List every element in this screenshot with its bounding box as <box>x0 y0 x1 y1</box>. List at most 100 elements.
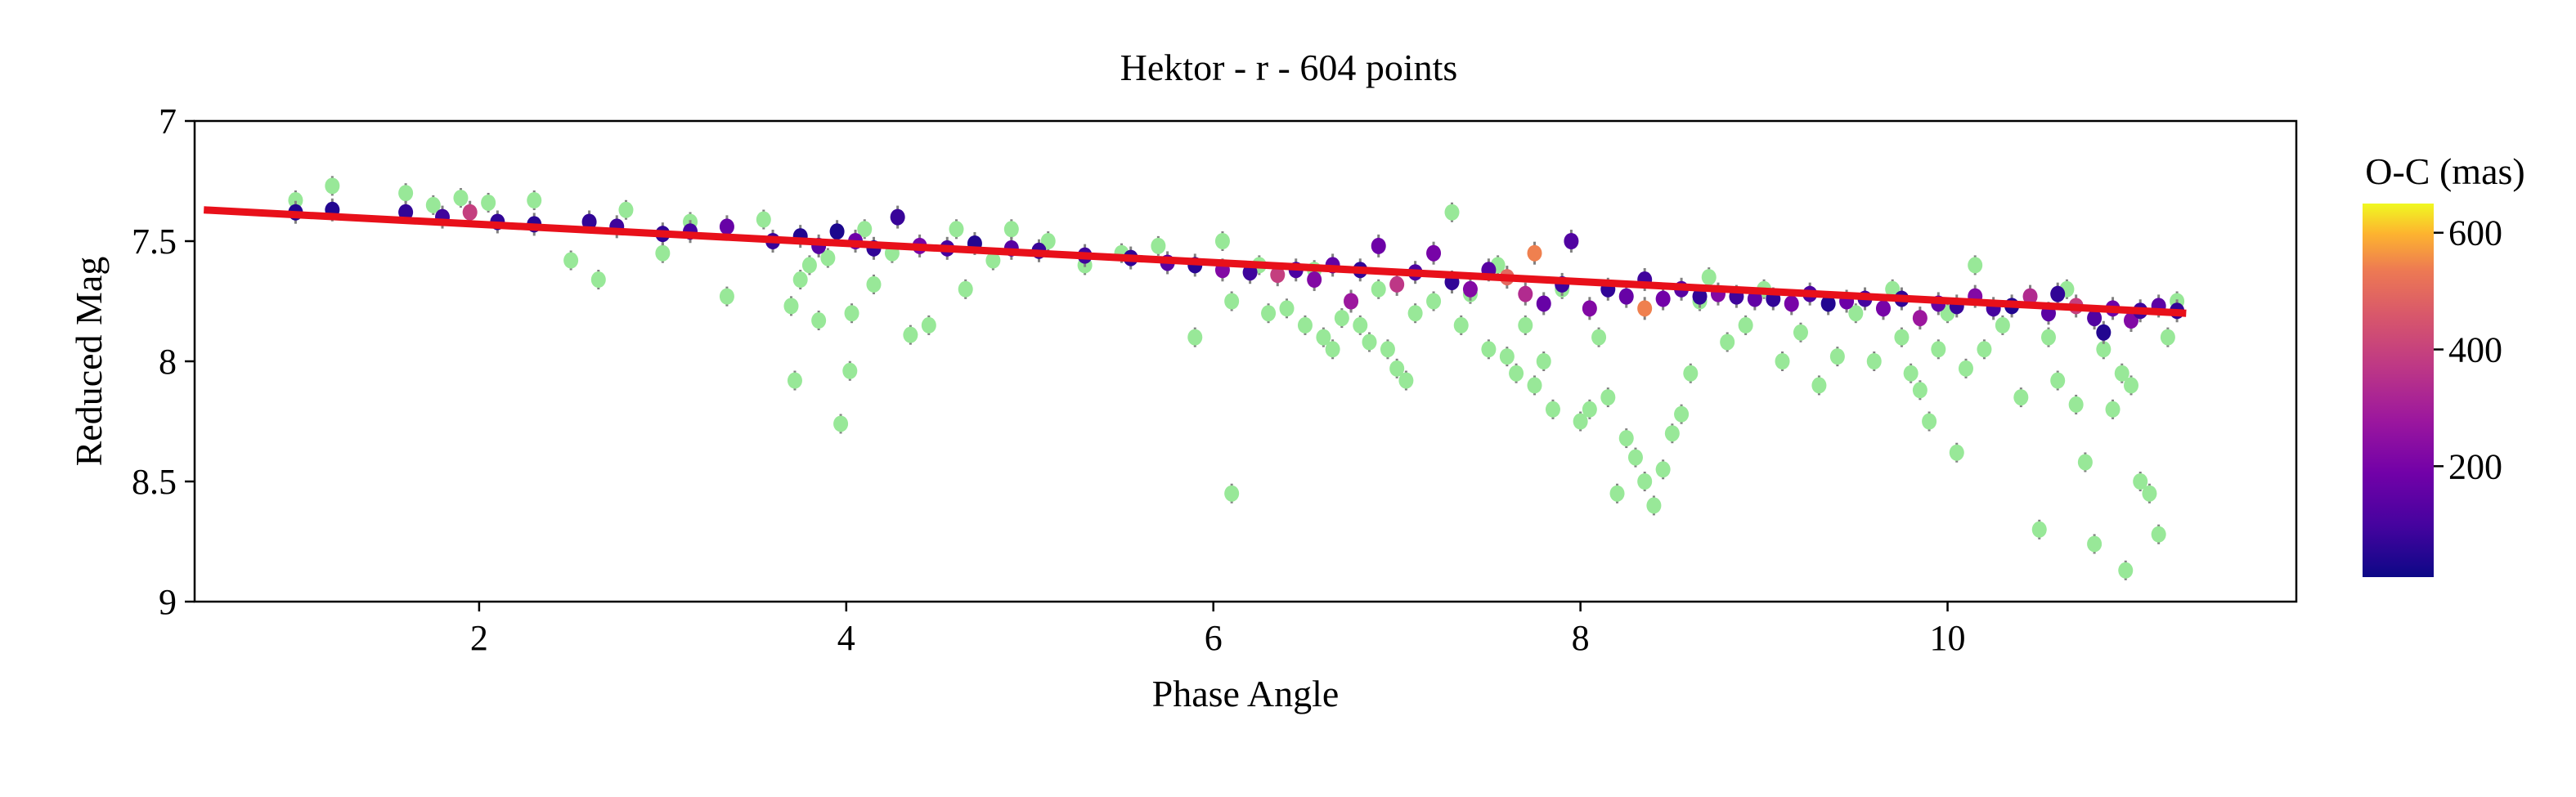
outlier-point <box>1545 401 1560 418</box>
outlier-point <box>2133 473 2148 490</box>
data-point <box>1371 237 1386 254</box>
outlier-point <box>1453 316 1469 334</box>
outlier-point <box>1224 485 1240 502</box>
outlier-point <box>792 271 808 289</box>
outlier-point <box>1912 382 1928 399</box>
outlier-point <box>1151 237 1166 254</box>
data-point <box>1820 295 1836 312</box>
outlier-point <box>2151 526 2166 543</box>
outlier-point <box>756 211 771 228</box>
outlier-point <box>1775 353 1790 369</box>
outlier-point <box>2096 341 2112 358</box>
outlier-point <box>1591 329 1607 346</box>
outlier-point <box>1848 305 1864 322</box>
outlier-point <box>1334 310 1349 327</box>
outlier-point <box>1811 377 1827 394</box>
data-point <box>1462 280 1478 298</box>
x-tick-label: 2 <box>470 618 488 658</box>
plot-frame <box>193 119 2298 603</box>
x-tick-label: 6 <box>1205 618 1223 658</box>
outlier-point <box>1362 334 1377 351</box>
colorbar-gradient <box>2363 204 2434 577</box>
data-point <box>2022 288 2038 305</box>
outlier-point <box>1325 341 1340 358</box>
data-point <box>462 204 478 221</box>
outlier-point <box>833 415 849 432</box>
y-tick-label: 9 <box>159 582 177 622</box>
outlier-point <box>1353 316 1368 334</box>
x-tick-label: 4 <box>837 618 855 658</box>
colorbar-tick-label: 200 <box>2448 446 2502 486</box>
outlier-point <box>1968 257 1983 274</box>
outlier-point <box>1003 221 1019 238</box>
outlier-point <box>1674 405 1690 423</box>
outlier-point <box>921 316 936 334</box>
outlier-point <box>1655 461 1671 478</box>
outlier-point <box>949 221 964 238</box>
outlier-point <box>985 252 1001 269</box>
outlier-point <box>844 305 859 322</box>
outlier-point <box>1279 300 1295 317</box>
outlier-point <box>1894 329 1910 346</box>
outlier-point <box>857 221 873 238</box>
outlier-point <box>1040 233 1056 249</box>
outlier-point <box>2123 377 2138 394</box>
outlier-point <box>1627 449 1643 466</box>
outlier-point <box>1922 413 1937 430</box>
outlier-point <box>958 280 973 298</box>
outlier-point <box>2087 535 2103 553</box>
outlier-point <box>1407 305 1423 322</box>
outlier-point <box>1224 293 1240 310</box>
y-tick-label: 8 <box>159 342 177 382</box>
data-point <box>1389 275 1405 293</box>
outlier-point <box>811 312 827 329</box>
outlier-point <box>2013 389 2029 406</box>
outlier-point <box>453 190 469 207</box>
data-point <box>2050 285 2066 302</box>
outlier-point <box>1261 305 1277 322</box>
outlier-point <box>425 196 441 213</box>
data-point <box>398 204 414 221</box>
outlier-point <box>288 192 303 209</box>
data-point <box>1582 300 1597 317</box>
outlier-point <box>2160 329 2175 346</box>
data-point <box>1527 244 1542 262</box>
data-point <box>1637 300 1653 317</box>
measurement-points <box>288 198 2185 344</box>
data-point <box>2096 324 2112 341</box>
outlier-point <box>325 177 340 195</box>
outlier-point <box>481 194 496 211</box>
outlier-point <box>1509 365 1524 382</box>
outlier-point <box>1481 341 1497 358</box>
outlier-point <box>1609 485 1625 502</box>
outlier-point <box>2118 562 2134 579</box>
outlier-point <box>1829 348 1845 365</box>
colorbar-tick-label: 400 <box>2448 330 2502 370</box>
outlier-point <box>1316 329 1331 346</box>
colorbar-label: O-C (mas) <box>2365 150 2524 192</box>
outlier-point <box>1600 389 1616 406</box>
data-point <box>2087 310 2103 327</box>
outlier-point <box>398 185 414 202</box>
y-tick-label: 7 <box>159 101 177 141</box>
outlier-point <box>1536 353 1551 369</box>
outlier-point <box>590 271 606 289</box>
outlier-points <box>288 176 2185 580</box>
data-point <box>1344 293 1359 310</box>
outlier-point <box>1931 341 1946 358</box>
colorbar-tick-label: 600 <box>2448 213 2502 253</box>
data-point <box>829 223 845 240</box>
data-point <box>1784 295 1799 312</box>
outlier-point <box>1903 365 1919 382</box>
outlier-point <box>2105 401 2120 418</box>
outlier-point <box>1499 348 1515 365</box>
outlier-point <box>1618 430 1634 447</box>
outlier-point <box>1977 341 1992 358</box>
y-axis: 7 7.5 8 8.5 9 <box>132 101 195 622</box>
outlier-point <box>1958 360 1973 377</box>
data-point <box>890 208 905 226</box>
outlier-point <box>1426 293 1442 310</box>
outlier-point <box>2142 485 2157 502</box>
